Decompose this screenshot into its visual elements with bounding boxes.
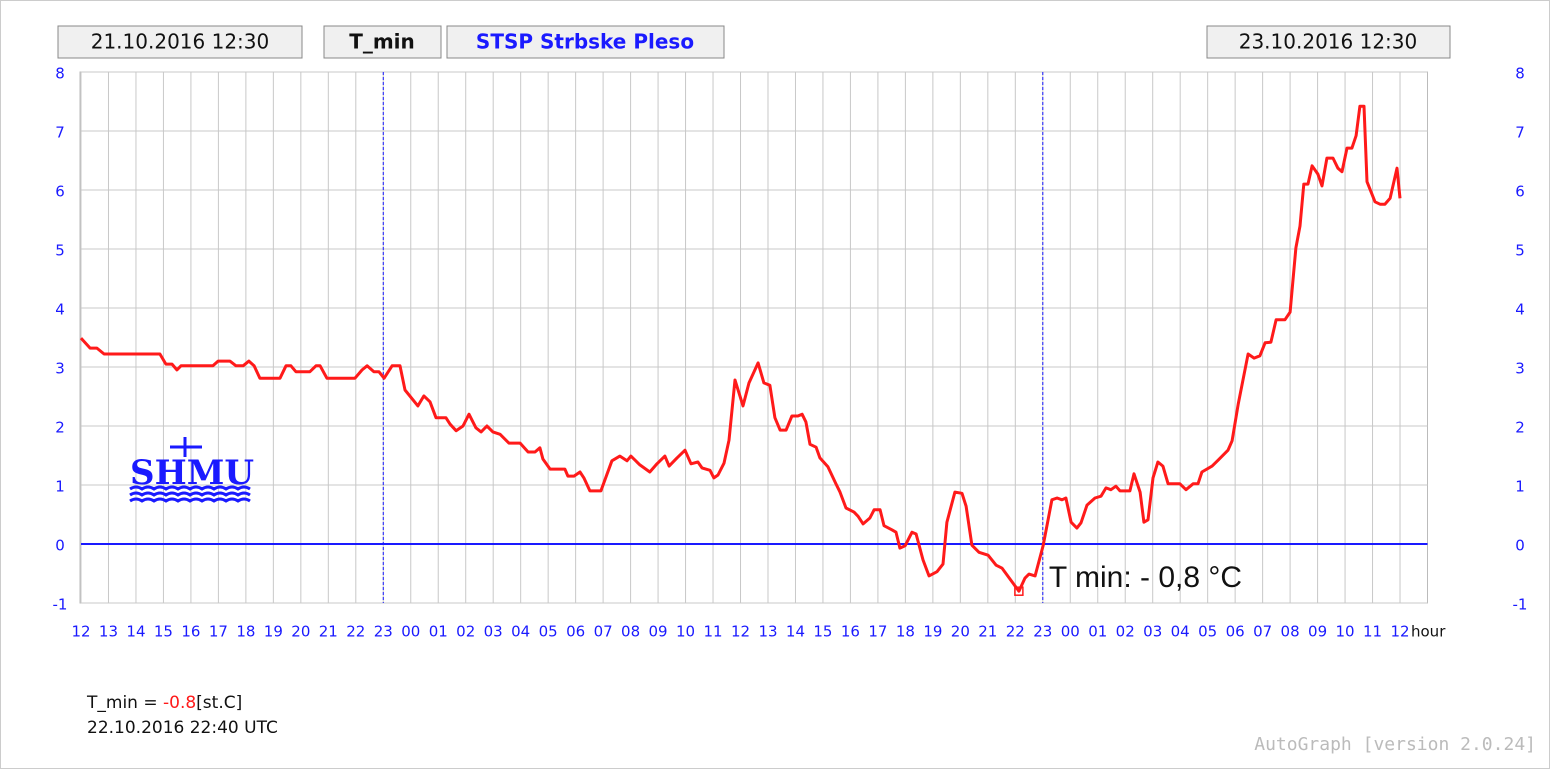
x-tick-label: 19 [264, 623, 283, 641]
footer-line: T_min = -0.8[st.C] [86, 693, 242, 713]
footer-value: -0.8 [163, 693, 196, 713]
annotation: T min: - 0,8 °C [1049, 561, 1242, 594]
y-tick-label-right: 6 [1515, 183, 1525, 201]
x-tick-label: 13 [758, 623, 777, 641]
min-marker [1014, 586, 1024, 596]
logo-wave [129, 485, 251, 491]
x-tick-label: 07 [594, 623, 613, 641]
x-tick-label: 02 [1116, 623, 1135, 641]
y-tick-label: 8 [55, 65, 65, 83]
x-tick-label: 12 [1390, 623, 1409, 641]
x-tick-label: 21 [978, 623, 997, 641]
x-tick-label: 20 [291, 623, 310, 641]
x-axis-label: hour [1411, 623, 1446, 641]
x-tick-label: 10 [676, 623, 695, 641]
end-box [1206, 25, 1451, 59]
end-time: 23.10.2016 12:30 [1239, 30, 1418, 54]
y-tick-label: 7 [55, 124, 65, 142]
x-tick-label: 12 [731, 623, 750, 641]
station-box [446, 25, 725, 59]
x-tick-label: 03 [1143, 623, 1162, 641]
y-tick-label: 3 [55, 360, 65, 378]
y-tick-label-right: 0 [1515, 537, 1525, 555]
y-tick-label-right: 5 [1515, 242, 1525, 260]
y-tick-label-right: 7 [1515, 124, 1525, 142]
x-tick-label: 17 [209, 623, 228, 641]
x-tick-label: 09 [649, 623, 668, 641]
y-tick-label-right: 4 [1515, 301, 1525, 319]
x-tick-label: 05 [1198, 623, 1217, 641]
plot: 12 13 14 15 16 17 18 19 20 21 22 23 00 01 02 03 04 05 06 07… [53, 65, 1528, 641]
x-tick-label: 17 [868, 623, 887, 641]
x-tick-label: 23 [374, 623, 393, 641]
x-tick-label: 10 [1336, 623, 1355, 641]
footer-label: T_min = [86, 693, 158, 713]
x-tick-label: 21 [319, 623, 338, 641]
station: STSP Strbske Pleso [476, 30, 694, 54]
x-tick-label: 04 [511, 623, 530, 641]
x-tick-label: 22 [346, 623, 365, 641]
start-box [57, 25, 303, 59]
y-tick-label: 4 [55, 301, 65, 319]
x-tick-label: 22 [1006, 623, 1025, 641]
x-tick-label: 19 [923, 623, 942, 641]
x-tick-label: 01 [1088, 623, 1107, 641]
series-line [79, 104, 1402, 593]
x-tick-label: 23 [1033, 623, 1052, 641]
version: AutoGraph [version 2.0.24] [1254, 734, 1536, 755]
footer-time: 22.10.2016 22:40 UTC [87, 718, 278, 738]
x-tick-label: 06 [566, 623, 585, 641]
x-tick-label: 04 [1171, 623, 1190, 641]
y-tick-label-right: -1 [1513, 596, 1528, 614]
x-tick-label: 12 [71, 623, 90, 641]
y-tick-label: -1 [53, 596, 68, 614]
x-tick-label: 08 [621, 623, 640, 641]
plot-area [79, 71, 1428, 604]
x-tick-label: 00 [401, 623, 420, 641]
y-tick-label: 0 [55, 537, 65, 555]
x-tick-label: 01 [429, 623, 448, 641]
y-tick-label: 1 [55, 478, 65, 496]
x-tick-label: 15 [813, 623, 832, 641]
y-tick-label-right: 8 [1515, 65, 1525, 83]
x-tick-label: 14 [126, 623, 145, 641]
x-tick-label: 15 [154, 623, 173, 641]
x-tick-label: 08 [1281, 623, 1300, 641]
x-tick-label: 02 [456, 623, 475, 641]
x-tick-label: 07 [1253, 623, 1272, 641]
x-tick-label: 11 [703, 623, 722, 641]
y-tick-label-right: 3 [1515, 360, 1525, 378]
start-time: 21.10.2016 12:30 [91, 30, 270, 54]
x-tick-label: 16 [181, 623, 200, 641]
footer-unit: [st.C] [196, 693, 242, 713]
y-tick-label: 2 [55, 419, 65, 437]
logo-wave [129, 491, 251, 497]
y-tick-label-right: 1 [1515, 478, 1525, 496]
x-tick-label: 06 [1226, 623, 1245, 641]
logo-wave [129, 497, 251, 503]
x-tick-label: 20 [951, 623, 970, 641]
variable: T_min [349, 30, 415, 54]
x-tick-label: 13 [99, 623, 118, 641]
x-tick-label: 11 [1363, 623, 1382, 641]
x-tick-label: 18 [896, 623, 915, 641]
y-tick-label-right: 2 [1515, 419, 1525, 437]
x-tick-label: 09 [1308, 623, 1327, 641]
y-tick-label: 5 [55, 242, 65, 260]
x-tick-label: 00 [1061, 623, 1080, 641]
x-tick-label: 18 [236, 623, 255, 641]
variable-box [323, 25, 442, 59]
x-tick-label: 14 [786, 623, 805, 641]
x-tick-label: 16 [841, 623, 860, 641]
x-tick-label: 03 [484, 623, 503, 641]
x-tick-label: 05 [539, 623, 558, 641]
y-tick-label: 6 [55, 183, 65, 201]
